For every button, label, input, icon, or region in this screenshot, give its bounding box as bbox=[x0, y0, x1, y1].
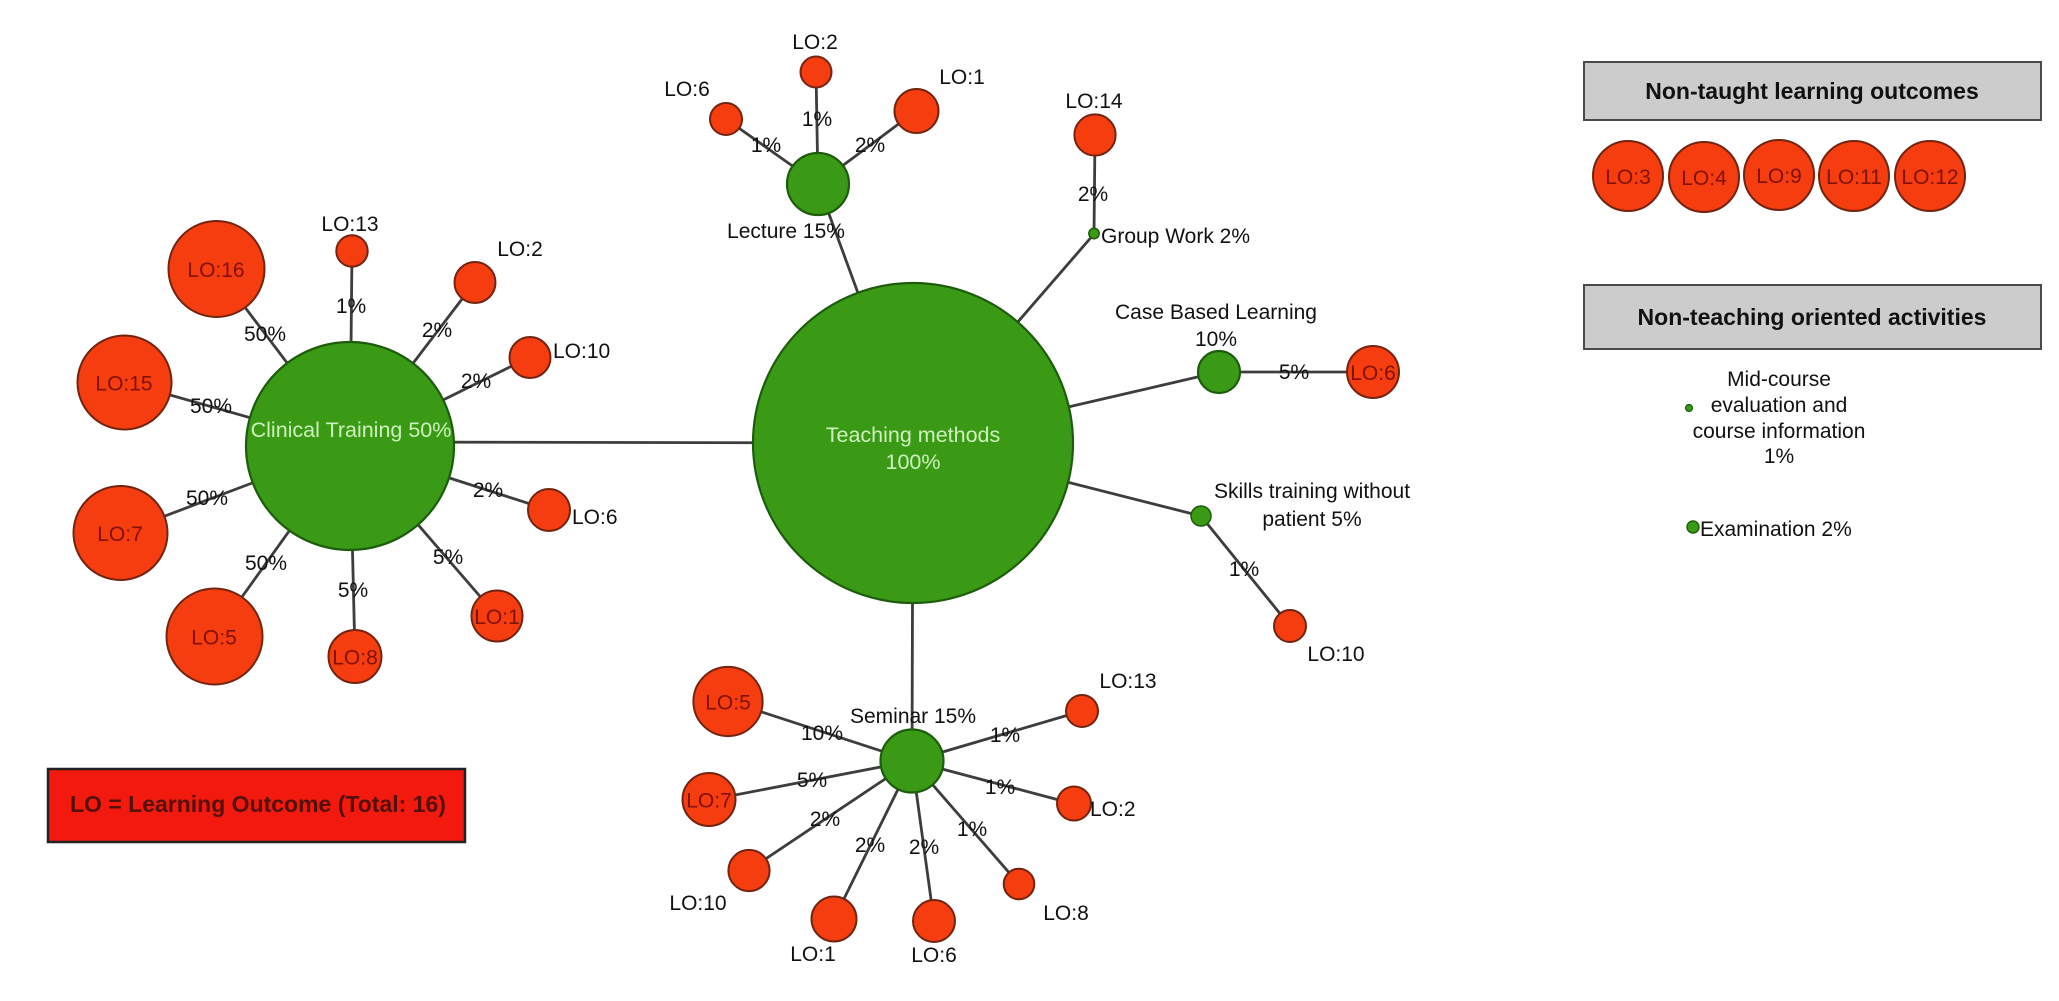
svg-text:Examination 2%: Examination 2% bbox=[1700, 518, 1852, 541]
svg-text:Teaching methods: Teaching methods bbox=[826, 423, 1001, 447]
svg-text:LO:9: LO:9 bbox=[1756, 165, 1802, 188]
svg-text:50%: 50% bbox=[244, 323, 286, 346]
svg-text:LO:2: LO:2 bbox=[792, 31, 838, 54]
svg-text:5%: 5% bbox=[338, 579, 368, 602]
svg-text:5%: 5% bbox=[433, 546, 463, 569]
svg-text:LO:1: LO:1 bbox=[474, 606, 520, 629]
svg-text:Case Based Learning: Case Based Learning bbox=[1115, 301, 1317, 324]
svg-text:LO:5: LO:5 bbox=[191, 627, 237, 650]
svg-text:1%: 1% bbox=[1229, 558, 1259, 581]
svg-text:10%: 10% bbox=[1195, 328, 1237, 351]
svg-text:LO:16: LO:16 bbox=[187, 259, 244, 282]
svg-text:LO:8: LO:8 bbox=[332, 647, 378, 670]
svg-text:LO:1: LO:1 bbox=[790, 943, 836, 966]
svg-text:50%: 50% bbox=[245, 552, 287, 575]
svg-text:2%: 2% bbox=[1078, 183, 1108, 206]
svg-text:LO:6: LO:6 bbox=[911, 944, 957, 967]
svg-text:2%: 2% bbox=[855, 834, 885, 857]
svg-text:50%: 50% bbox=[190, 395, 232, 418]
svg-text:LO:10: LO:10 bbox=[1307, 643, 1364, 666]
svg-text:2%: 2% bbox=[473, 479, 503, 502]
svg-text:LO:10: LO:10 bbox=[669, 892, 726, 915]
svg-text:course information: course information bbox=[1693, 420, 1866, 443]
svg-text:patient 5%: patient 5% bbox=[1262, 508, 1361, 531]
svg-text:Non-taught learning outcomes: Non-taught learning outcomes bbox=[1645, 78, 1979, 104]
svg-text:LO:2: LO:2 bbox=[497, 238, 543, 261]
svg-text:2%: 2% bbox=[422, 319, 452, 342]
svg-text:2%: 2% bbox=[461, 370, 491, 393]
svg-text:2%: 2% bbox=[909, 836, 939, 859]
svg-text:Skills training without: Skills training without bbox=[1214, 480, 1410, 503]
svg-text:Non-teaching oriented activiti: Non-teaching oriented activities bbox=[1638, 304, 1987, 330]
svg-text:1%: 1% bbox=[1764, 445, 1794, 468]
svg-text:LO:11: LO:11 bbox=[1826, 166, 1882, 189]
svg-text:Seminar 15%: Seminar 15% bbox=[850, 705, 976, 728]
svg-text:LO:3: LO:3 bbox=[1605, 166, 1651, 189]
svg-text:100%: 100% bbox=[886, 450, 941, 474]
svg-text:Group Work 2%: Group Work 2% bbox=[1101, 225, 1250, 248]
svg-text:5%: 5% bbox=[1279, 361, 1309, 384]
svg-text:10%: 10% bbox=[801, 722, 843, 745]
svg-text:1%: 1% bbox=[336, 295, 366, 318]
svg-text:Mid-course: Mid-course bbox=[1727, 368, 1831, 391]
svg-text:LO:2: LO:2 bbox=[1090, 798, 1136, 821]
svg-text:Lecture 15%: Lecture 15% bbox=[727, 220, 845, 243]
svg-text:LO:5: LO:5 bbox=[705, 692, 751, 715]
svg-text:LO:10: LO:10 bbox=[553, 340, 610, 363]
svg-text:LO:8: LO:8 bbox=[1043, 902, 1089, 925]
svg-text:LO:1: LO:1 bbox=[939, 66, 985, 89]
svg-text:LO:4: LO:4 bbox=[1681, 167, 1727, 190]
svg-text:50%: 50% bbox=[186, 487, 228, 510]
svg-text:1%: 1% bbox=[990, 724, 1020, 747]
svg-text:LO:6: LO:6 bbox=[1350, 362, 1396, 385]
svg-text:Clinical Training 50%: Clinical Training 50% bbox=[251, 418, 452, 442]
svg-text:evaluation and: evaluation and bbox=[1711, 394, 1848, 417]
svg-text:2%: 2% bbox=[810, 808, 840, 831]
svg-text:1%: 1% bbox=[802, 108, 832, 131]
svg-text:1%: 1% bbox=[985, 776, 1015, 799]
svg-text:5%: 5% bbox=[797, 769, 827, 792]
svg-text:LO:6: LO:6 bbox=[664, 78, 710, 101]
svg-text:LO:6: LO:6 bbox=[572, 506, 618, 529]
svg-text:LO:7: LO:7 bbox=[686, 790, 732, 813]
svg-text:LO = Learning Outcome (Total:: LO = Learning Outcome (Total: 16) bbox=[70, 791, 446, 817]
svg-text:1%: 1% bbox=[751, 134, 781, 157]
svg-text:LO:7: LO:7 bbox=[97, 523, 143, 546]
svg-text:LO:14: LO:14 bbox=[1065, 90, 1123, 113]
svg-text:LO:12: LO:12 bbox=[1901, 166, 1958, 189]
svg-text:2%: 2% bbox=[855, 134, 885, 157]
svg-text:1%: 1% bbox=[957, 818, 987, 841]
svg-text:LO:13: LO:13 bbox=[321, 213, 378, 236]
svg-text:LO:13: LO:13 bbox=[1099, 670, 1156, 693]
svg-text:LO:15: LO:15 bbox=[95, 373, 152, 396]
